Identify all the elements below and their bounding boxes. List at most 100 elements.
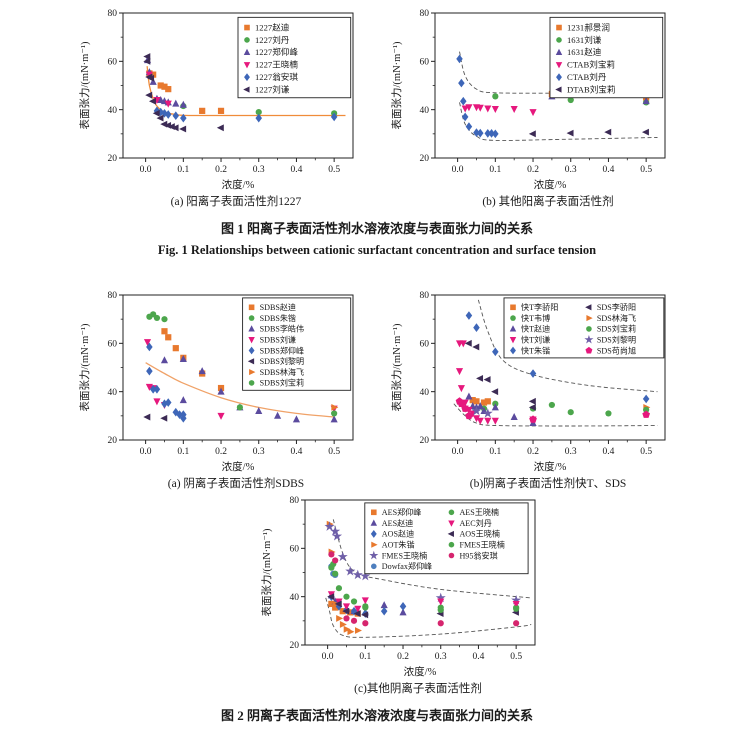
svg-text:0.4: 0.4 [291, 447, 303, 457]
svg-text:0.1: 0.1 [359, 652, 371, 662]
chart-fig1b-subcaption: (b) 其他阳离子表面活性剂 [482, 196, 614, 208]
svg-text:20: 20 [108, 154, 118, 164]
svg-text:0.4: 0.4 [603, 165, 615, 175]
svg-text:0.0: 0.0 [322, 652, 334, 662]
chart-block-fig1b: 0.0 0.1 0.2 0.3 0.4 0.5 20 40 60 80 浓度/% 表面张力/(mN·m… [387, 6, 679, 209]
chart-fig2c-subcaption: (c)其他阴离子表面活性剂 [354, 683, 482, 695]
chart-svg-fig2c: 0.0 0.1 0.2 0.3 0.4 0.5 20 40 60 80 浓度/% 表面张力/(mN·m… [260, 496, 536, 678]
legend-label: SDBS林海飞 [260, 367, 305, 377]
legend-box [242, 297, 352, 391]
axes-fig1b: 0.0 0.1 0.2 0.3 0.4 0.5 20 40 60 80 浓度/% 表面张力/(mN·m… [390, 9, 666, 191]
legend-label: 1227翁安琪 [255, 71, 298, 82]
svg-text:0.1: 0.1 [489, 447, 501, 457]
y-axis-label: 表面张力/(mN·m⁻¹) [78, 41, 91, 130]
svg-text:80: 80 [108, 291, 118, 301]
svg-text:0.4: 0.4 [473, 652, 485, 662]
axes-fig2c: 0.0 0.1 0.2 0.3 0.4 0.5 20 40 60 80 浓度/% 表面张力/(mN·m… [260, 496, 536, 678]
svg-text:0.5: 0.5 [328, 447, 340, 457]
legend-label: 1227刘丹 [255, 34, 290, 45]
svg-text:0.2: 0.2 [527, 165, 539, 175]
series-1227郑仰峰 [143, 56, 187, 108]
legend-label: SDS刘宝莉 [597, 324, 636, 334]
svg-text:0.3: 0.3 [253, 165, 265, 175]
curve-fig2b-0 [477, 299, 658, 393]
legend-label: AES赵迪 [382, 518, 413, 528]
svg-text:0.5: 0.5 [640, 447, 652, 457]
svg-text:20: 20 [420, 154, 430, 164]
svg-text:0.2: 0.2 [215, 447, 227, 457]
svg-text:60: 60 [420, 340, 430, 350]
svg-text:40: 40 [420, 388, 430, 398]
legend-label: 快T李骄阳 [521, 302, 558, 312]
curve-fig2a-0 [145, 362, 335, 418]
svg-text:0.2: 0.2 [397, 652, 409, 662]
chart-fig2a-subcaption: (a) 阴离子表面活性剂SDBS [167, 478, 305, 490]
legend-label: 快T韦博 [521, 313, 550, 323]
figure2-caption: 图 2 阴离子表面活性剂水溶液浓度与表面张力间的关系 [0, 705, 754, 724]
legend-fig2b: 快T李骄阳快T韦博快T赵迪快T刘谦快T朱锴SDS李骄阳SDS林海飞SDS刘宝莉S… [503, 297, 665, 359]
legend-label: SDBS郑仰峰 [260, 345, 305, 355]
legend-label: 1631赵迪 [567, 46, 602, 57]
legend-label: AES郑仰峰 [382, 507, 422, 517]
svg-text:0.0: 0.0 [452, 165, 464, 175]
chart-fig2c: 0.0 0.1 0.2 0.3 0.4 0.5 20 40 60 80 浓度/% 表面张力/(mN·m… [257, 493, 549, 679]
figure1-caption-zh: 图 1 阳离子表面活性剂水溶液浓度与表面张力间的关系 [220, 221, 533, 236]
series-快T朱锴 [465, 311, 650, 404]
x-axis-label: 浓度/% [404, 665, 437, 678]
svg-text:0.5: 0.5 [510, 652, 522, 662]
chart-fig1a-subcaption: (a) 阳离子表面活性剂1227 [170, 196, 302, 208]
legend-label: DTAB刘宝莉 [567, 83, 616, 94]
legend-label: AOT朱锴 [382, 540, 415, 550]
svg-text:40: 40 [108, 106, 118, 116]
legend-label: SDS苟尚旭 [597, 345, 636, 355]
x-axis-label: 浓度/% [534, 178, 567, 191]
curve-fig2c-1 [325, 597, 532, 638]
legend-label: SDBS刘谦 [260, 335, 296, 345]
svg-text:80: 80 [420, 291, 430, 301]
legend-label: FMES王晓楠 [459, 540, 504, 550]
chart-fig2a: 0.0 0.1 0.2 0.3 0.4 0.5 20 40 60 80 浓度/% 表面张力/(mN·m… [75, 288, 367, 474]
series-DTAB刘宝莉 [528, 128, 649, 138]
chart-block-fig1a: 0.0 0.1 0.2 0.3 0.4 0.5 20 40 60 80 浓度/% 表面张力/(mN·m… [75, 6, 367, 209]
series-CTAB刘宝莉 [461, 104, 537, 117]
series-SDS刘宝莉 [567, 406, 650, 417]
series-SDBS刘黎明 [143, 413, 168, 422]
axes-fig1a: 0.0 0.1 0.2 0.3 0.4 0.5 20 40 60 80 浓度/% 表面张力/(mN·m… [78, 9, 354, 191]
svg-text:40: 40 [420, 106, 430, 116]
svg-text:0.1: 0.1 [177, 165, 189, 175]
svg-text:40: 40 [290, 593, 300, 603]
svg-text:80: 80 [420, 9, 430, 19]
legend-label: 1227王晓楠 [255, 59, 298, 70]
series-快T李骄阳 [469, 397, 491, 406]
chart-fig2b: 0.0 0.1 0.2 0.3 0.4 0.5 20 40 60 80 浓度/% 表面张力/(mN·m… [387, 288, 679, 474]
x-axis-label: 浓度/% [222, 460, 255, 473]
legend-label: SDBS朱锴 [260, 313, 296, 323]
legend-label: AOS赵迪 [382, 529, 414, 539]
series-FMES王晓楠 [362, 603, 520, 614]
svg-text:60: 60 [108, 340, 118, 350]
chart-block-fig2a: 0.0 0.1 0.2 0.3 0.4 0.5 20 40 60 80 浓度/% 表面张力/(mN·m… [75, 288, 367, 491]
svg-text:20: 20 [290, 641, 300, 651]
chart-svg-fig2a: 0.0 0.1 0.2 0.3 0.4 0.5 20 40 60 80 浓度/% 表面张力/(mN·m… [78, 291, 354, 473]
series-快T赵迪 [465, 392, 537, 427]
svg-text:0.5: 0.5 [640, 165, 652, 175]
legend-box [503, 297, 665, 359]
svg-text:0.3: 0.3 [253, 447, 265, 457]
legend-label: 快T刘谦 [521, 335, 550, 345]
legend-label: SDBS赵迪 [260, 302, 296, 312]
svg-text:60: 60 [108, 58, 118, 68]
legend-label: Dowfax郑仰峰 [382, 561, 432, 571]
series-SDS苟尚旭 [455, 397, 650, 423]
legend-label: SDS林海飞 [597, 313, 636, 323]
chart-block-fig2b: 0.0 0.1 0.2 0.3 0.4 0.5 20 40 60 80 浓度/% 表面张力/(mN·m… [387, 288, 679, 491]
chart-svg-fig1a: 0.0 0.1 0.2 0.3 0.4 0.5 20 40 60 80 浓度/% 表面张力/(mN·m… [78, 9, 354, 191]
svg-text:40: 40 [108, 388, 118, 398]
svg-text:0.2: 0.2 [527, 447, 539, 457]
svg-text:20: 20 [420, 436, 430, 446]
y-axis-label: 表面张力/(mN·m⁻¹) [260, 528, 273, 617]
legend-label: 快T赵迪 [521, 324, 550, 334]
series-SDBS林海飞 [331, 403, 339, 411]
svg-text:80: 80 [290, 496, 300, 506]
chart-svg-fig2b: 0.0 0.1 0.2 0.3 0.4 0.5 20 40 60 80 浓度/% 表面张力/(mN·m… [390, 291, 666, 473]
curve-fig1b-1 [459, 102, 658, 141]
